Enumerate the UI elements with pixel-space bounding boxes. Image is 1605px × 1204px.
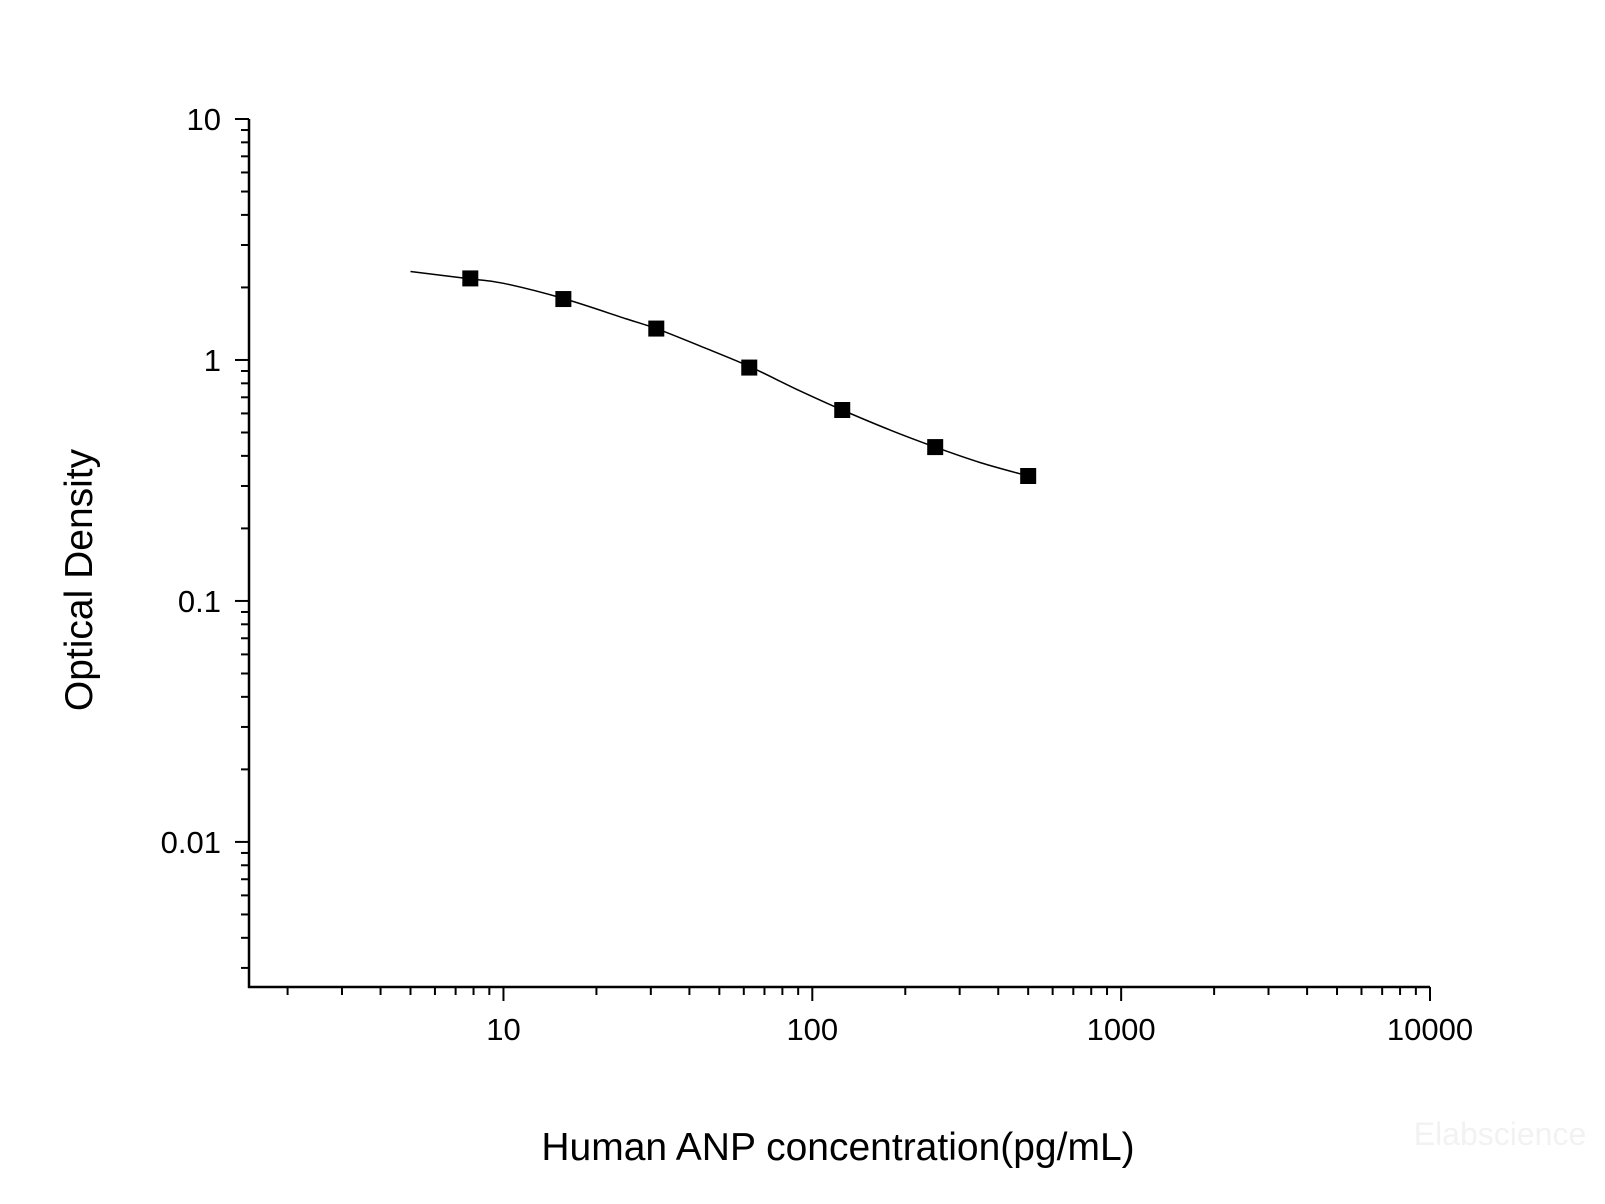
data-point xyxy=(555,291,572,308)
y-tick-label: 0.01 xyxy=(161,825,221,860)
data-point xyxy=(741,359,758,376)
data-point xyxy=(648,320,665,337)
x-tick-label: 10 xyxy=(486,1012,520,1047)
y-axis-title: Optical Density xyxy=(58,448,101,711)
data-point xyxy=(927,439,944,456)
x-axis-ticks: 10 100 1000 10000 xyxy=(286,987,1473,1047)
y-tick-label: 1 xyxy=(204,343,221,378)
axes xyxy=(247,119,1430,989)
data-points-layer xyxy=(462,270,1037,484)
data-point xyxy=(834,402,851,419)
x-tick-label: 10000 xyxy=(1387,1012,1473,1047)
data-point xyxy=(1020,467,1037,484)
x-tick-label: 1000 xyxy=(1087,1012,1156,1047)
data-point xyxy=(462,270,479,287)
watermark: Elabscience xyxy=(1414,1116,1587,1152)
x-tick-label: 100 xyxy=(786,1012,838,1047)
x-axis-title: Human ANP concentration(pg/mL) xyxy=(541,1126,1134,1169)
y-tick-label: 0.1 xyxy=(178,584,221,619)
y-axis-ticks: 0.01 0.1 1 10 xyxy=(161,102,249,969)
y-tick-label: 10 xyxy=(187,102,221,137)
